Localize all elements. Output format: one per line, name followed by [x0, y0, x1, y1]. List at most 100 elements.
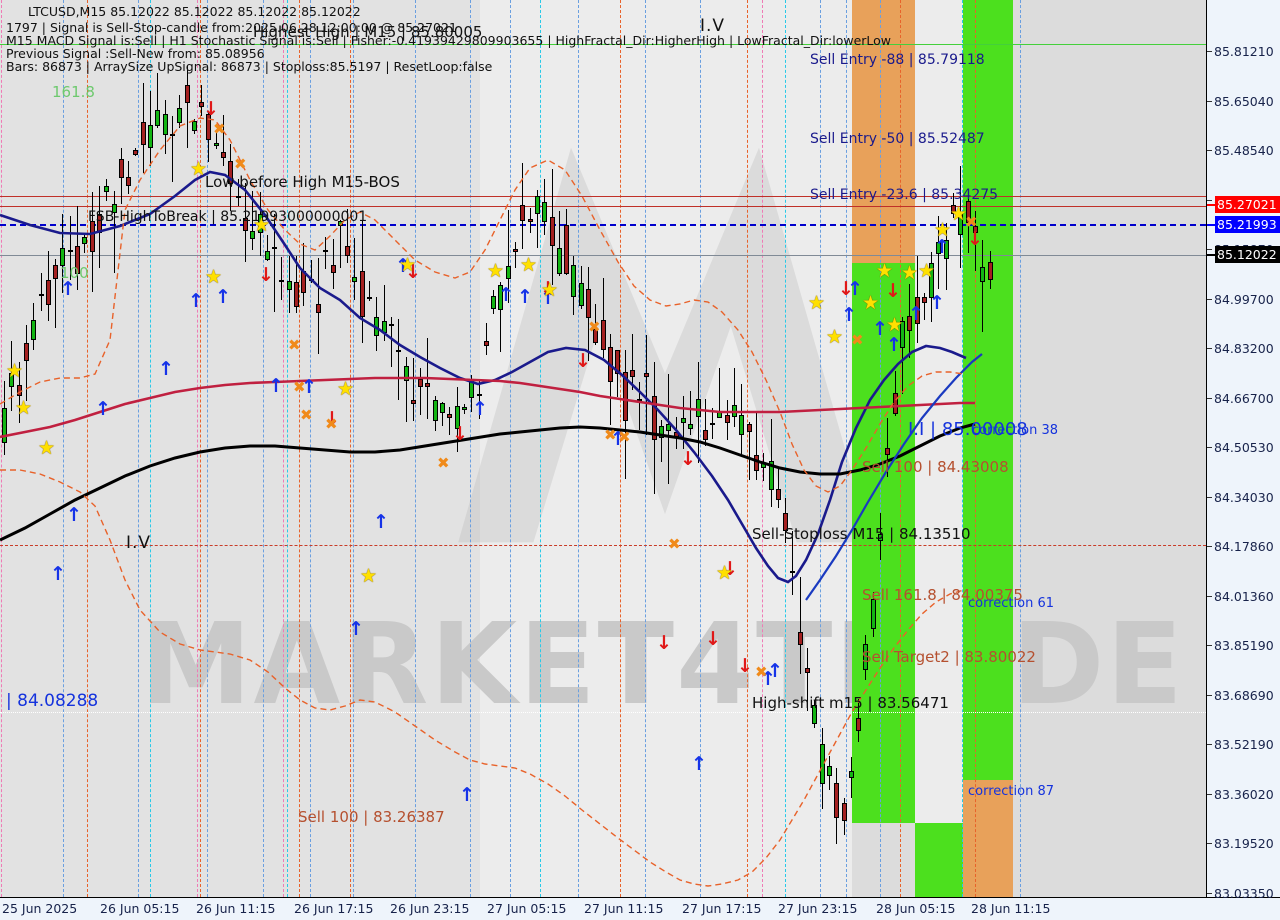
candle-wick — [639, 382, 641, 431]
candle-wick — [332, 239, 334, 290]
candle-body — [162, 113, 168, 136]
candle-body — [294, 282, 299, 308]
star-marker-icon: ★ — [901, 262, 919, 284]
price-badge[interactable]: 85.27021 — [1215, 196, 1280, 213]
candle-body — [768, 461, 774, 491]
cross-marker-icon: ✖ — [213, 120, 226, 138]
hline-current-price — [0, 255, 1206, 256]
candle-body — [104, 186, 110, 192]
candle-body — [23, 343, 29, 361]
price-badge-marker — [1207, 224, 1217, 226]
candle-body — [148, 125, 153, 148]
price-tick-mark — [1207, 447, 1212, 448]
time-tick-label: 27 Jun 11:15 — [584, 901, 664, 916]
hline-sell-entry-236 — [0, 196, 1206, 197]
candle-body — [67, 249, 73, 252]
candle-body — [790, 571, 796, 574]
sell-arrow-icon: ↓ — [324, 408, 340, 430]
candle-body — [753, 455, 759, 472]
label-sell-0: I.I | 85.00008 — [908, 419, 1028, 440]
candle-body — [637, 398, 643, 401]
label-iv-left: I.V — [126, 533, 152, 553]
candle-body — [505, 265, 511, 280]
star-marker-icon: ★ — [876, 260, 894, 282]
candle-body — [651, 396, 657, 441]
candle-wick — [507, 209, 509, 304]
candle-wick — [223, 115, 224, 166]
candle-body — [461, 406, 467, 410]
vgrid-line — [150, 0, 151, 897]
zone-gap-mid — [915, 263, 963, 823]
vgrid-line — [620, 0, 621, 897]
candle-wick — [755, 410, 757, 480]
zone-orange-bottom — [963, 780, 1013, 897]
sell-arrow-icon: ↓ — [838, 278, 854, 300]
time-tick-label: 27 Jun 17:15 — [682, 901, 762, 916]
candle-body — [9, 372, 15, 387]
candle-body — [542, 202, 548, 222]
candle-wick — [157, 73, 159, 128]
label-fsb-hightobreak: FSB-HighToBreak | 85.21993000000001 — [88, 209, 368, 225]
candle-body — [367, 296, 372, 299]
chart-plot-area[interactable]: MARKET4TRADE — [0, 0, 1207, 898]
buy-arrow-icon: ↑ — [934, 236, 950, 258]
candle-body — [571, 264, 577, 297]
candle-wick — [390, 317, 392, 368]
buy-arrow-icon: ↑ — [872, 318, 888, 340]
candle-body — [191, 120, 197, 132]
cross-marker-icon: ✖ — [618, 428, 631, 446]
buy-arrow-icon: ↑ — [215, 286, 231, 308]
buy-arrow-icon: ↑ — [188, 290, 204, 312]
label-sell-target2: Sell Target2 | 83.80022 — [862, 648, 1036, 666]
price-tick-mark — [1207, 744, 1212, 745]
candle-wick — [369, 280, 370, 301]
price-tick-mark — [1207, 150, 1212, 151]
buy-arrow-icon: ↑ — [841, 304, 857, 326]
candle-body — [169, 133, 175, 136]
vgrid-line — [820, 0, 821, 897]
star-marker-icon: ★ — [886, 314, 904, 336]
candle-wick — [405, 357, 407, 422]
candle-wick — [128, 160, 130, 194]
candle-body — [688, 424, 694, 429]
candle-wick — [661, 420, 662, 463]
candle-wick — [281, 256, 283, 301]
label-correction-87: correction 87 — [968, 784, 1054, 799]
buy-arrow-icon: ↑ — [498, 284, 514, 306]
vgrid-line — [283, 0, 284, 897]
price-axis[interactable]: 85.8121085.6504085.4854085.3237085.15870… — [1207, 0, 1280, 901]
candle-body — [111, 203, 117, 214]
vgrid-line — [200, 0, 201, 897]
price-tick-mark — [1207, 249, 1212, 250]
candle-wick — [478, 379, 480, 420]
candle-body — [199, 101, 205, 108]
price-tick-label: 85.48540 — [1214, 143, 1274, 158]
label-fib-100: 100 — [60, 264, 89, 282]
label-low-before-high: Low before High M15-BOS — [205, 173, 400, 191]
candle-body — [951, 204, 956, 215]
candle-body — [965, 200, 971, 224]
price-badge[interactable]: 85.21993 — [1215, 216, 1280, 233]
price-tick-mark — [1207, 694, 1212, 696]
candle-body — [710, 422, 716, 425]
price-tick-label: 83.03350 — [1214, 885, 1274, 901]
candle-body — [498, 285, 504, 310]
vgrid-line — [762, 0, 763, 897]
price-badge[interactable]: 85.12022 — [1215, 246, 1280, 263]
vgrid-line — [540, 0, 541, 897]
candle-body — [885, 447, 891, 456]
price-badge-marker — [1207, 204, 1217, 206]
candle-body — [126, 177, 132, 187]
time-axis[interactable]: 25 Jun 2025 26 Jun 05:15 26 Jun 11:15 26 Ju… — [0, 899, 1280, 920]
price-tick-label: 85.65040 — [1214, 93, 1274, 109]
price-tick-mark — [1207, 892, 1212, 894]
label-sell-entry-88: Sell Entry -88 | 85.79118 — [810, 52, 985, 68]
star-marker-icon: ★ — [38, 437, 56, 459]
candle-wick — [974, 210, 976, 272]
candle-body — [746, 424, 752, 433]
candle-wick — [398, 318, 400, 401]
candle-wick — [449, 407, 451, 435]
candle-body — [242, 217, 248, 231]
vgrid-line — [880, 0, 881, 897]
candle-wick — [500, 281, 502, 353]
